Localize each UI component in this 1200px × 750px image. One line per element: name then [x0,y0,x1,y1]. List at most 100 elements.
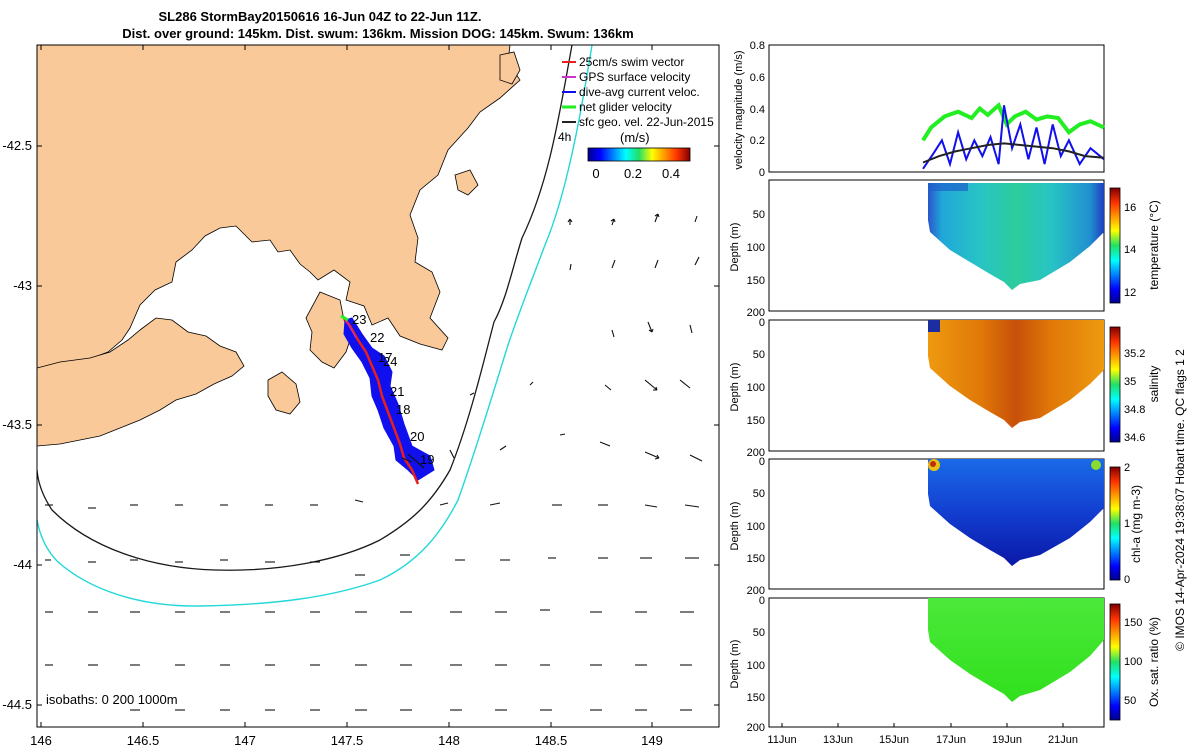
depth-tick: 0 [759,317,765,329]
legend-swim-vector: 25cm/s swim vector [579,55,684,69]
sal-cbar-tick: 35.2 [1124,348,1145,360]
land-tasmania [37,45,521,369]
temperature-panel: 12 14 16 temperature (°C) 50 100 150 200… [729,179,1161,319]
land-peninsula [305,291,353,369]
legend-gps-velocity: GPS surface velocity [579,70,690,84]
map-x-ticks [37,45,719,727]
vel-tick: 0.2 [750,135,765,147]
map-colorbar-tick: 0.2 [624,166,642,181]
isobath-1000m [37,45,593,607]
time-tick: 17Jun [936,734,966,746]
ox-cbar-tick: 150 [1124,617,1142,629]
oxygen-section [928,598,1104,702]
velocity-axes [768,44,1105,173]
legend-net-glider: net glider velocity [579,100,672,114]
map-frame [36,44,720,728]
velocity-panel: 0.8 0.6 0.4 0.2 0 velocity magnitude (m/… [733,40,1105,179]
temp-cbar-tick: 12 [1124,287,1136,299]
temperature-colorbar-ticks: 12 14 16 [1124,202,1136,299]
time-tick: 15Jun [879,734,909,746]
oxygen-colorbar-ticks: 50 100 150 [1124,617,1142,707]
day-label: 18 [396,402,410,417]
map-colorbar: (m/s) 0 0.2 0.4 [587,130,691,181]
isobath-200m [37,45,573,571]
sal-cbar-tick: 34.6 [1124,432,1145,444]
land-freycinet [454,169,479,196]
day-label: 22 [370,330,384,345]
depth-tick: 150 [747,553,765,565]
day-label: 17 [378,350,392,365]
dive-avg-velocity-line [922,105,1105,170]
day-label: 21 [390,384,404,399]
ox-cbar-tick: 100 [1124,656,1142,668]
lon-tick: 148 [438,733,460,748]
chl-cbar-tick: 2 [1124,462,1130,474]
lon-tick: 146 [30,733,52,748]
salinity-colorbar-label: salinity [1147,366,1161,403]
day-label: 24 [383,354,397,369]
day-label: 20 [410,429,424,444]
oxygen-colorbar [1109,603,1121,721]
depth-tick: 100 [747,382,765,394]
chlorophyll-colorbar-label: chl-a (mg m-3) [1129,485,1143,563]
salinity-panel: 34.6 34.8 35 35.2 salinity 0 50 100 150 … [729,317,1161,459]
lon-tick: 146.5 [127,733,160,748]
temperature-ylabel: Depth (m) [729,223,741,272]
temperature-colorbar-label: temperature (°C) [1147,200,1161,290]
track-map: 23 22 17 24 21 18 20 19 146 146.5 147 14… [2,44,720,748]
vel-tick: 0.4 [750,104,765,116]
depth-tick: 100 [747,660,765,672]
land-bruny-island [267,371,301,415]
oxygen-colorbar-label: Ox. sat. ratio (%) [1147,617,1161,707]
map-colorbar-gradient [587,147,691,162]
dive-avg-current-band [343,317,435,481]
depth-tick: 150 [747,415,765,427]
chl-cbar-tick: 0 [1124,574,1130,586]
land-south-island [37,317,245,447]
depth-tick: 200 [747,585,765,597]
land-maria-island [499,51,521,85]
depth-tick: 200 [747,447,765,459]
lat-tick: -42.5 [2,138,32,153]
net-glider-velocity-line [921,101,1105,142]
depth-tick: 50 [753,488,765,500]
chl-cbar-tick: 1 [1124,518,1130,530]
oxygen-ylabel: Depth (m) [729,640,741,689]
map-colorbar-title: (m/s) [620,130,650,145]
time-tick: 21Jun [1048,734,1078,746]
salinity-colorbar [1109,326,1121,443]
oxygen-y-ticks: 0 50 100 150 200 [747,595,765,734]
depth-tick: 150 [747,692,765,704]
chlorophyll-ylabel: Depth (m) [729,502,741,551]
arrow-field-offshore [45,213,703,711]
depth-tick: 150 [747,275,765,287]
temperature-surface-warm [928,183,968,191]
sal-cbar-tick: 34.8 [1124,404,1145,416]
sal-cbar-tick: 35 [1124,376,1136,388]
depth-tick: 50 [753,627,765,639]
lon-tick: 148.5 [535,733,568,748]
vel-tick: 0.8 [750,40,765,52]
temp-cbar-tick: 14 [1124,244,1136,256]
title-line-2: Dist. over ground: 145km. Dist. swum: 13… [122,26,634,41]
salinity-y-ticks: 0 50 100 150 200 [747,317,765,459]
salinity-ylabel: Depth (m) [729,363,741,412]
depth-tick: 50 [753,209,765,221]
legend-sfc-geo: sfc geo. vel. 22-Jun-2015 [579,115,714,129]
chlorophyll-panel: 0 1 2 chl-a (mg m-3) 0 50 100 150 200 De… [729,456,1143,597]
lat-tick: -44 [13,557,32,572]
lat-tick: -43.5 [2,417,32,432]
depth-tick: 50 [753,349,765,361]
time-tick: 13Jun [823,734,853,746]
velocity-y-ticks: 0.8 0.6 0.4 0.2 0 [750,40,765,179]
day-label: 23 [352,312,366,327]
depth-tick: 200 [747,722,765,734]
legend-time-marker: 4h [558,130,571,144]
vel-tick: 0.6 [750,72,765,84]
velocity-arrows [45,213,703,711]
day-labels: 23 22 17 24 21 18 20 19 [352,312,434,467]
title-line-1: SL286 StormBay20150616 16-Jun 04Z to 22-… [159,9,482,24]
map-colorbar-tick: 0 [592,166,599,181]
chlorophyll-bloom-left-core [930,461,936,467]
